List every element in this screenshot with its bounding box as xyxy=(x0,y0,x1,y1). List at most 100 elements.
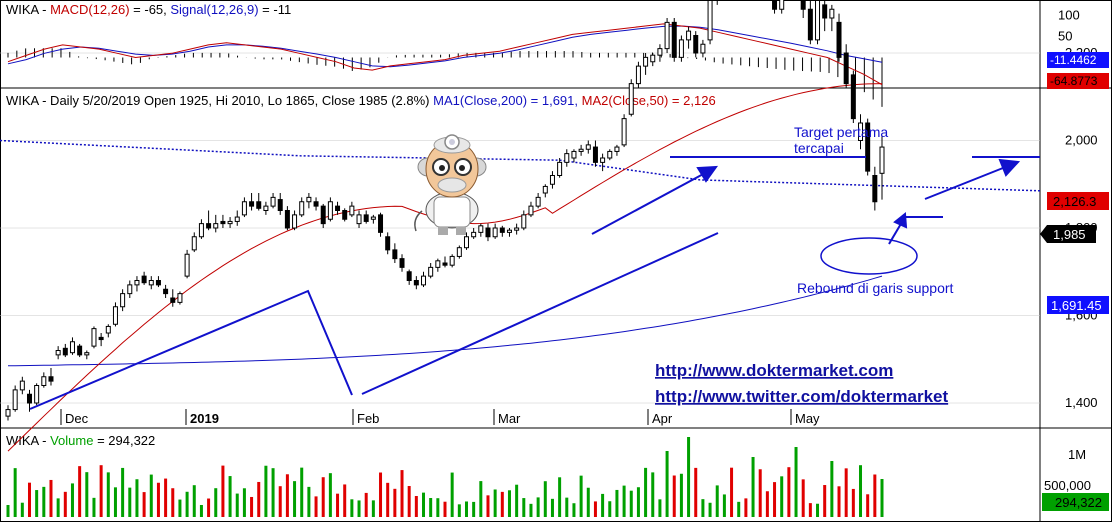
candle-up xyxy=(112,306,118,325)
candle-up xyxy=(643,56,649,67)
volume-bar xyxy=(730,467,734,517)
badge-ma200: 1,691.45 xyxy=(1051,298,1102,313)
candle-up xyxy=(514,227,520,231)
candle-down xyxy=(392,249,398,260)
candle-down xyxy=(155,280,161,286)
volume-bar xyxy=(400,470,404,517)
badge-volume-bg xyxy=(1042,493,1109,511)
volume-bar xyxy=(321,477,325,517)
candle-down xyxy=(342,210,348,220)
candle-down xyxy=(256,201,262,209)
volume-bar xyxy=(214,488,218,517)
candle-down xyxy=(592,146,598,163)
candle-up xyxy=(564,153,570,163)
volume-bar xyxy=(92,497,96,517)
macd-axis-tick: 50 xyxy=(1058,29,1072,44)
volume-bar xyxy=(142,492,146,517)
candle-up xyxy=(492,227,498,238)
volume-bar xyxy=(586,487,590,517)
link-twitter[interactable]: http://www.twitter.com/doktermarket xyxy=(655,387,948,406)
candle-up xyxy=(714,0,720,1)
candle-up xyxy=(815,0,821,41)
candle-down xyxy=(872,175,878,203)
volume-bar xyxy=(27,482,31,517)
volume-bar xyxy=(414,496,418,517)
candle-up xyxy=(263,205,269,211)
volume-bar xyxy=(765,491,769,517)
annotation-target-line2: tercapai xyxy=(794,140,844,156)
candle-down xyxy=(499,227,505,233)
volume-bar xyxy=(808,503,812,517)
candle-up xyxy=(134,280,140,286)
candle-up xyxy=(463,236,469,249)
candle-down xyxy=(843,52,849,85)
volume-bar xyxy=(679,473,683,517)
candle-up xyxy=(449,255,455,266)
badge-macd: -64.8773 xyxy=(1050,74,1098,88)
candle-down xyxy=(48,376,54,382)
candle-down xyxy=(671,21,677,58)
volume-bar xyxy=(199,504,203,517)
arrow-up-1 xyxy=(591,171,708,235)
candle-up xyxy=(557,161,563,176)
candle-down xyxy=(363,214,369,222)
candle-up xyxy=(879,146,885,174)
candle-up xyxy=(41,376,47,386)
arrow-up-2-head xyxy=(998,158,1021,177)
volume-bar xyxy=(156,482,160,517)
volume-bar xyxy=(543,481,547,517)
volume-bar xyxy=(285,474,289,517)
volume-bar xyxy=(550,498,554,517)
volume-bar xyxy=(386,482,390,517)
volume-bar xyxy=(851,488,855,517)
volume-bar xyxy=(672,475,676,517)
volume-bar xyxy=(593,501,597,517)
x-axis-label: May xyxy=(795,411,820,426)
badge-macd-bg xyxy=(1047,73,1109,89)
rebound-circle xyxy=(820,237,918,275)
candle-up xyxy=(571,150,577,159)
candle-up xyxy=(213,223,219,229)
volume-bar xyxy=(63,491,67,517)
volume-bar xyxy=(70,483,74,517)
volume-bar xyxy=(379,472,383,517)
candle-up xyxy=(578,148,584,152)
volume-bar xyxy=(515,484,519,517)
volume-bar xyxy=(6,505,10,517)
volume-bar xyxy=(85,472,89,517)
candle-down xyxy=(313,201,319,207)
volume-bar xyxy=(192,485,196,517)
volume-bar xyxy=(121,467,125,517)
volume-bar xyxy=(300,467,304,517)
trend-annotations xyxy=(29,156,1040,410)
candle-down xyxy=(206,223,212,229)
volume-bar xyxy=(56,498,60,517)
candle-down xyxy=(163,288,169,295)
candle-up xyxy=(521,214,527,229)
volume-bar xyxy=(293,481,297,517)
link-website[interactable]: http://www.doktermarket.com xyxy=(655,361,893,380)
candle-down xyxy=(406,271,412,281)
candle-down xyxy=(249,201,255,207)
macd-line xyxy=(7,23,883,86)
volume-bar xyxy=(343,484,347,517)
price-header: WIKA - Daily 5/20/2019 Open 1925, Hi 201… xyxy=(6,93,716,108)
candle-up xyxy=(234,216,240,222)
candle-up xyxy=(299,201,305,216)
ma200-line xyxy=(7,275,883,367)
volume-bar xyxy=(758,469,762,517)
candle-up xyxy=(421,275,427,286)
volume-bar xyxy=(393,488,397,517)
volume-bars xyxy=(6,437,884,517)
arrow-up-1-head xyxy=(696,165,719,183)
candle-up xyxy=(327,201,333,220)
candle-down xyxy=(822,4,828,19)
candle-down xyxy=(26,393,32,404)
volume-bar xyxy=(744,498,748,517)
volume-bar xyxy=(486,495,490,517)
volume-bar xyxy=(579,475,583,517)
candle-up xyxy=(370,216,376,220)
value-badges: -11.4462 -64.8773 2,126.3 1,985 1,691.45… xyxy=(1040,52,1109,511)
volume-bar xyxy=(751,457,755,517)
